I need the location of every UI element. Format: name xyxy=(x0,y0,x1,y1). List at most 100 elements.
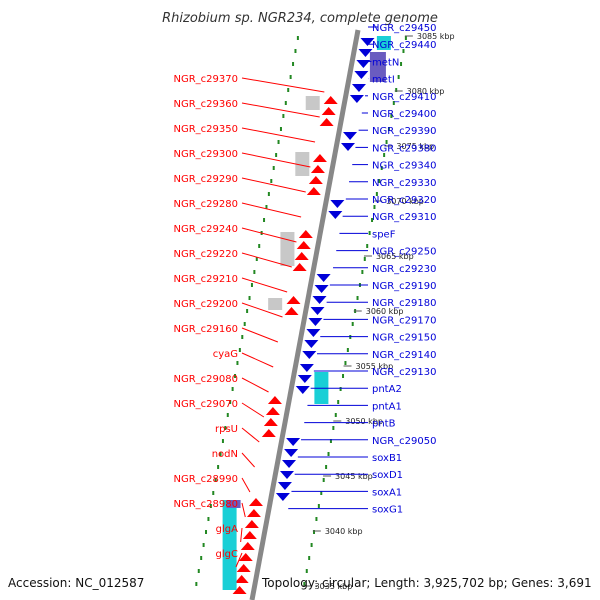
reverse-gene-arrow xyxy=(299,364,314,372)
guide-dot xyxy=(402,49,405,53)
gene-label-left: NGR_c29080 xyxy=(174,374,239,385)
guide-dot xyxy=(195,582,198,586)
reverse-gene-arrow xyxy=(308,318,323,326)
guide-dot xyxy=(287,88,290,92)
gene-label-right: soxD1 xyxy=(372,470,403,481)
guide-dot xyxy=(313,530,316,534)
forward-gene-arrow xyxy=(263,418,278,426)
guide-dot xyxy=(217,465,220,469)
gene-label-right: NGR_c29320 xyxy=(372,195,437,206)
guide-dot xyxy=(294,49,297,53)
label-leader-left xyxy=(241,377,269,393)
reverse-gene-arrow xyxy=(314,285,329,293)
label-leader-left xyxy=(235,552,243,568)
guide-dot xyxy=(308,556,311,560)
gene-label-left: NGR_c29370 xyxy=(174,74,239,85)
guide-dot xyxy=(337,400,340,404)
forward-gene-arrow xyxy=(248,498,263,506)
guide-dot xyxy=(383,153,386,157)
forward-gene-arrow xyxy=(244,520,259,528)
guide-dot xyxy=(267,192,270,196)
guide-dot xyxy=(214,478,217,482)
forward-gene-arrow xyxy=(238,553,253,561)
gene-label-right: NGR_c29190 xyxy=(372,281,437,292)
guide-dot xyxy=(366,244,369,248)
forward-gene-arrow xyxy=(284,307,299,315)
gene-label-right: soxG1 xyxy=(372,505,403,516)
guide-dot xyxy=(234,374,237,378)
gene-label-left: nodN xyxy=(212,449,238,460)
forward-gene-arrow xyxy=(267,396,282,404)
guide-dot xyxy=(380,166,383,170)
reverse-gene-arrow xyxy=(277,482,292,490)
reverse-gene-arrow xyxy=(275,493,290,501)
label-leader-left xyxy=(241,77,325,93)
gene-label-right: NGR_c29310 xyxy=(372,212,437,223)
guide-dot xyxy=(289,75,292,79)
forward-gene-arrow xyxy=(240,542,255,550)
guide-dot xyxy=(351,322,354,326)
kbp-tick-label: 3070 kbp xyxy=(386,197,424,206)
reverse-gene-arrow xyxy=(351,84,366,92)
guide-dot xyxy=(322,478,325,482)
gene-label-left: NGR_c29160 xyxy=(174,324,239,335)
label-leader-left xyxy=(241,177,306,193)
gene-label-right: NGR_c29410 xyxy=(372,92,437,103)
forward-gene-arrow xyxy=(310,165,325,173)
cyan-region xyxy=(376,36,391,50)
label-leader-left xyxy=(241,277,288,293)
gene-label-right: NGR_c29150 xyxy=(372,333,437,344)
guide-dot xyxy=(361,270,364,274)
gene-label-right: soxB1 xyxy=(372,453,402,464)
guide-dot xyxy=(270,179,273,183)
gene-features xyxy=(222,36,391,594)
guide-dot xyxy=(400,62,403,66)
reverse-gene-arrow xyxy=(295,386,310,394)
guide-dot xyxy=(378,179,381,183)
gene-label-right: NGR_c29390 xyxy=(372,126,437,137)
gene-label-left: glgC xyxy=(216,549,238,560)
gene-label-left: NGR_c29290 xyxy=(174,174,239,185)
guide-dot xyxy=(243,322,246,326)
gene-label-left: cyaG xyxy=(213,349,238,360)
label-leader-left xyxy=(241,477,251,493)
label-leader-left xyxy=(241,227,297,243)
gene-label-right: soxA1 xyxy=(372,487,402,498)
forward-gene-arrow xyxy=(261,429,276,437)
gene-label-right: metN xyxy=(372,57,399,68)
reverse-gene-arrow xyxy=(356,60,371,68)
gray-region xyxy=(295,152,310,176)
reverse-gene-arrow xyxy=(306,329,321,337)
reverse-gene-arrow xyxy=(316,274,331,282)
backbone-line xyxy=(249,29,361,600)
label-leader-left xyxy=(241,502,246,518)
gene-label-right: NGR_c29400 xyxy=(372,109,437,120)
guide-dot xyxy=(373,205,376,209)
gene-label-right: NGR_c29140 xyxy=(372,350,437,361)
guide-dot xyxy=(327,452,330,456)
kbp-tick-label: 3060 kbp xyxy=(366,307,404,316)
forward-gene-arrow xyxy=(296,241,311,249)
guide-dot xyxy=(279,127,282,131)
label-leader-left xyxy=(241,427,260,443)
reverse-gene-arrow xyxy=(286,438,301,446)
guide-dot xyxy=(392,101,395,105)
guide-dot xyxy=(346,348,349,352)
guide-dot xyxy=(207,517,210,521)
gene-label-left: NGR_c29350 xyxy=(174,124,239,135)
dotted-guides xyxy=(195,36,407,586)
guide-dot xyxy=(305,569,308,573)
gene-label-left: NGR_c29280 xyxy=(174,199,239,210)
guide-dot xyxy=(342,374,345,378)
forward-gene-arrow xyxy=(312,154,327,162)
kbp-tick-label: 3080 kbp xyxy=(407,87,445,96)
reverse-gene-arrow xyxy=(358,49,373,57)
guide-dot xyxy=(263,218,266,222)
label-leader-left xyxy=(241,252,292,268)
guide-dot xyxy=(226,413,229,417)
guide-dot xyxy=(375,192,378,196)
guide-dot xyxy=(356,296,359,300)
guide-dot xyxy=(292,62,295,66)
forward-gene-arrow xyxy=(319,118,334,126)
guide-dot xyxy=(238,348,241,352)
